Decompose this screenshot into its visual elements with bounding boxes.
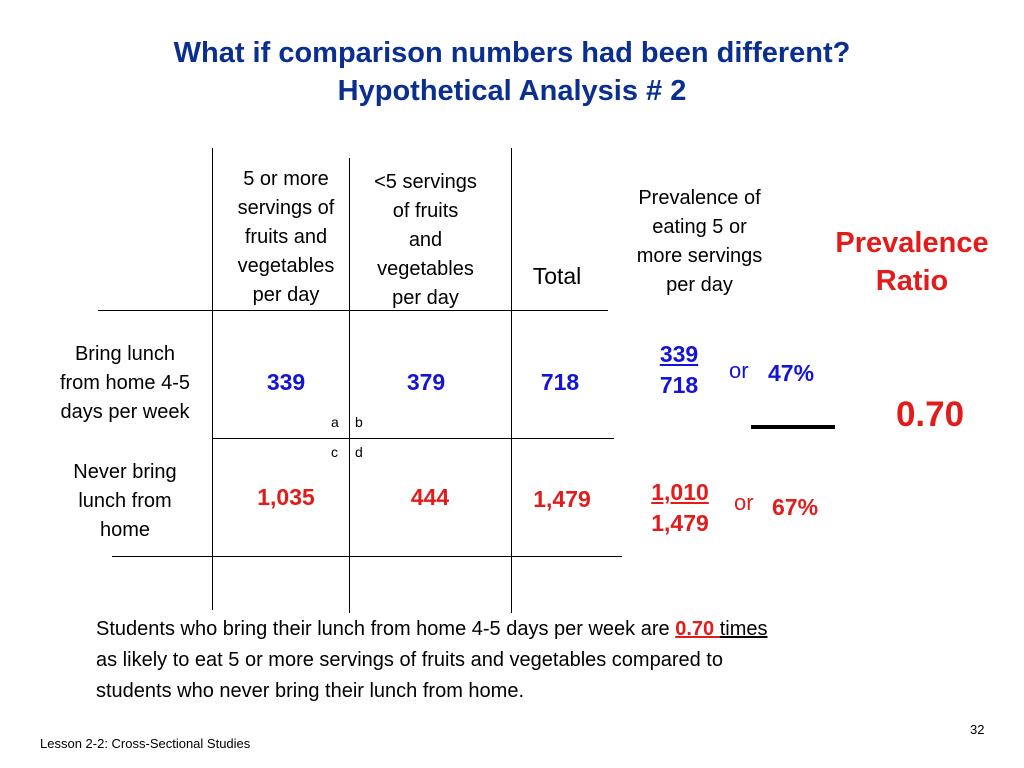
row-label-bring-lunch: Bring lunch from home 4-5 days per week	[40, 340, 210, 427]
prevalence-numerator: 1,010	[651, 479, 709, 505]
ratio-title-text: Prevalence	[835, 227, 989, 259]
footer-lesson: Lesson 2-2: Cross-Sectional Studies	[40, 736, 251, 751]
grid-line-horizontal-1	[98, 310, 608, 311]
summary-line-1: Students who bring their lunch from home…	[96, 614, 976, 645]
summary-line-3: students who never bring their lunch fro…	[96, 680, 524, 702]
col-header-five-or-more: 5 or more servings of fruits and vegetab…	[218, 165, 354, 310]
row-label-text: home	[99, 519, 151, 541]
grid-line-horizontal-2	[212, 438, 614, 439]
cell-letter-b: b	[355, 414, 363, 430]
header-text: of fruits	[392, 200, 459, 222]
prevalence-header-text: more servings	[636, 245, 763, 267]
cell-letter-d: d	[355, 444, 363, 460]
col-header-less-than-five: <5 servings of fruits and vegetables per…	[358, 168, 493, 313]
cell-c-value: 1,035	[257, 484, 315, 510]
prevalence-fraction-row2: 1,010 1,479	[638, 477, 722, 539]
prevalence-fraction-row1: 339 718	[640, 339, 718, 401]
row1-total-value: 718	[540, 369, 580, 395]
header-text: per day	[252, 284, 320, 306]
prevalence-denominator: 1,479	[651, 510, 709, 536]
summary-text: Students who bring their lunch from home…	[96, 614, 976, 707]
row-label-text: from home 4-5	[59, 372, 191, 394]
header-text: <5 servings	[374, 171, 477, 193]
cell-letter-a: a	[331, 414, 339, 430]
row-label-text: days per week	[60, 401, 190, 423]
prevalence-header-text: eating 5 or	[652, 216, 747, 238]
row-label-never-bring: Never bring lunch from home	[45, 458, 205, 545]
ratio-division-bar	[751, 425, 835, 429]
row2-total-value: 1,479	[533, 486, 591, 512]
summary-line-2: as likely to eat 5 or more servings of f…	[96, 649, 723, 671]
prevalence-ratio-value: 0.70	[895, 395, 965, 434]
prevalence-numerator: 339	[659, 341, 699, 367]
row-label-text: Bring lunch	[74, 343, 176, 365]
prevalence-ratio-title: Prevalence Ratio	[812, 224, 1012, 300]
summary-times: times	[719, 618, 768, 640]
header-text: per day	[392, 287, 459, 309]
summary-text-part: Students who bring their lunch from home…	[96, 618, 676, 640]
slide-title: What if comparison numbers had been diff…	[0, 34, 1024, 110]
prevalence-denominator: 718	[659, 372, 699, 398]
header-text: and	[408, 229, 443, 251]
title-line-1: What if comparison numbers had been diff…	[173, 37, 851, 69]
prevalence-header-text: per day	[666, 274, 733, 296]
prevalence-percent-row1: 47%	[768, 360, 815, 386]
prevalence-header: Prevalence of eating 5 or more servings …	[612, 184, 787, 300]
header-text: fruits and	[244, 226, 328, 248]
prevalence-header-text: Prevalence of	[638, 187, 761, 209]
cell-d-value: 444	[410, 484, 450, 510]
row-label-text: Never bring	[73, 461, 177, 483]
header-text: vegetables	[377, 258, 474, 280]
title-line-2: Hypothetical Analysis # 2	[337, 75, 687, 107]
slide-number: 32	[970, 722, 985, 737]
col-header-total: Total	[532, 263, 582, 289]
ratio-title-text: Ratio	[875, 265, 949, 297]
summary-ratio-value: 0.70	[675, 618, 720, 640]
grid-line-vertical-3	[511, 148, 512, 613]
row-label-text: lunch from	[78, 490, 172, 512]
header-text: vegetables	[237, 255, 335, 277]
prevalence-percent-row2: 67%	[772, 494, 819, 520]
cell-b-value: 379	[406, 369, 446, 395]
cell-letter-c: c	[331, 444, 338, 460]
header-text: 5 or more	[243, 168, 329, 190]
header-text: servings of	[237, 197, 335, 219]
grid-line-vertical-2	[349, 158, 350, 613]
grid-line-vertical-1	[212, 148, 213, 610]
cell-a-value: 339	[266, 369, 306, 395]
grid-line-horizontal-3	[112, 556, 622, 557]
or-label-row2: or	[734, 490, 754, 515]
or-label-row1: or	[729, 358, 749, 383]
